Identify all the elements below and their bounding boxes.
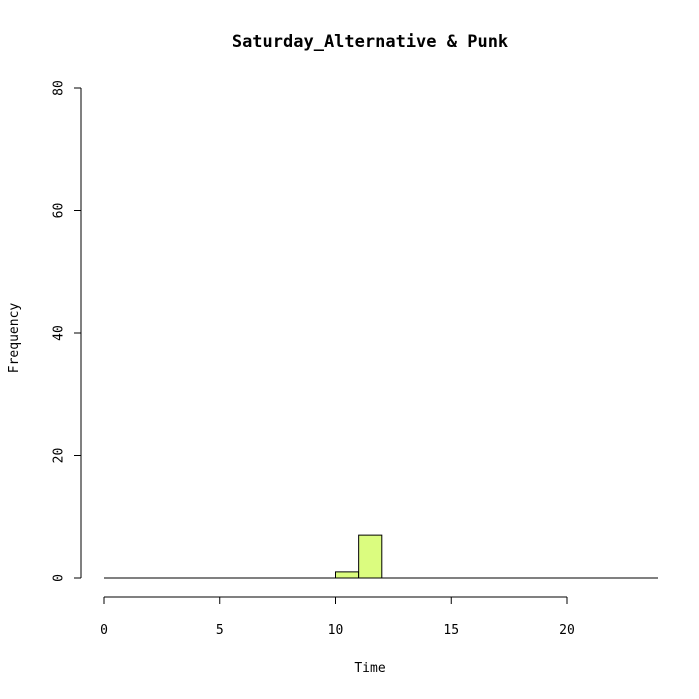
x-tick-label: 15 [443,623,459,638]
y-tick-label: 60 [52,203,67,219]
chart-title: Saturday_Alternative & Punk [232,32,508,52]
y-tick-label: 80 [52,80,67,96]
y-tick-label: 0 [52,574,67,582]
y-axis-label: Frequency [7,303,22,374]
y-tick-label: 40 [52,325,67,341]
x-tick-label: 0 [100,623,108,638]
x-axis-label: Time [354,661,385,676]
histogram-bars [335,534,383,579]
x-axis: 0 5 10 15 20 [100,596,575,638]
histogram-bar [358,534,383,579]
y-tick-label: 20 [52,448,67,464]
x-tick-label: 5 [216,623,224,638]
x-tick-label: 20 [559,623,575,638]
y-axis: 0 20 40 60 80 [52,80,82,582]
x-tick-label: 10 [328,623,344,638]
histogram-bar [335,571,360,579]
